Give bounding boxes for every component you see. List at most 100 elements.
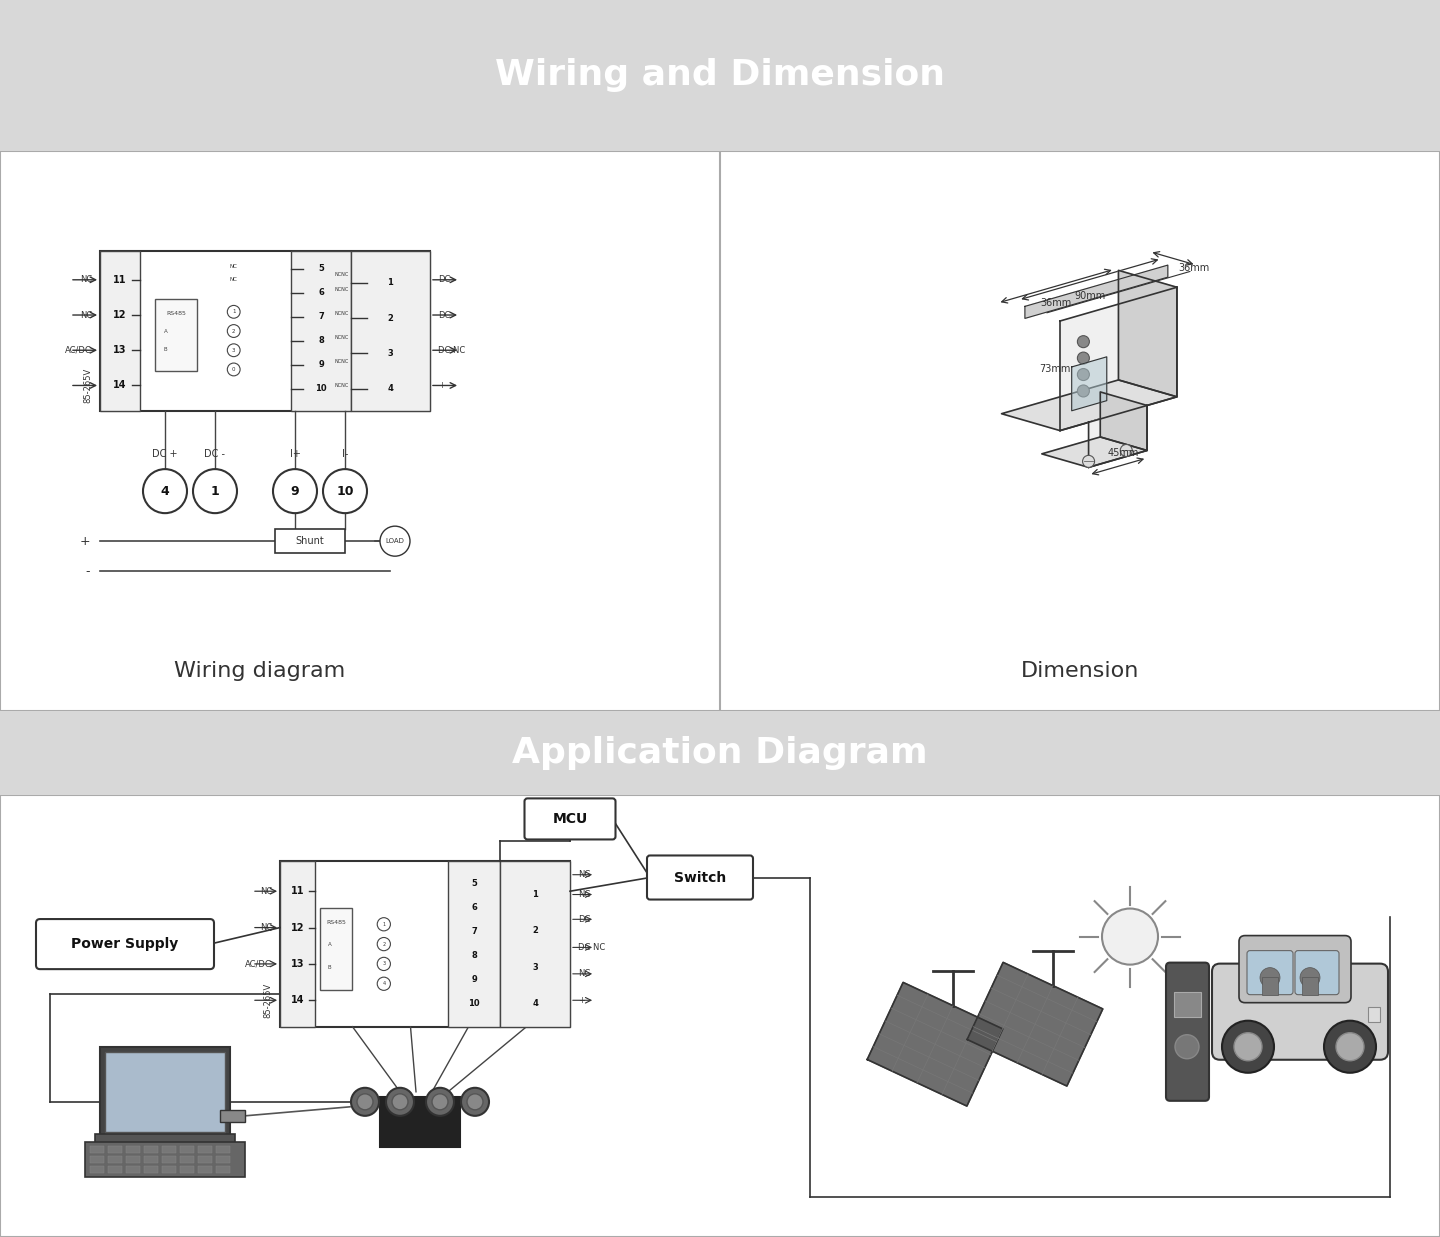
Text: Power Supply: Power Supply <box>72 938 179 951</box>
Text: 13: 13 <box>114 345 127 355</box>
Circle shape <box>323 469 367 513</box>
Circle shape <box>1234 1033 1261 1061</box>
Circle shape <box>1077 335 1090 348</box>
Circle shape <box>357 1094 373 1110</box>
Bar <box>95 1134 235 1144</box>
Text: 1: 1 <box>382 922 386 927</box>
Bar <box>99 1047 230 1137</box>
Text: 90mm: 90mm <box>1074 292 1106 302</box>
Text: NC: NC <box>230 277 238 282</box>
Circle shape <box>377 957 390 971</box>
Text: 45mm: 45mm <box>1107 449 1139 459</box>
Bar <box>216 1145 230 1153</box>
Bar <box>180 1166 194 1173</box>
Bar <box>220 1110 245 1122</box>
Bar <box>1302 977 1318 995</box>
Bar <box>161 1155 176 1163</box>
Text: 12: 12 <box>291 923 304 933</box>
Text: 3: 3 <box>382 961 386 966</box>
Bar <box>501 861 570 1027</box>
Bar <box>108 1155 122 1163</box>
FancyBboxPatch shape <box>1212 964 1388 1060</box>
FancyBboxPatch shape <box>524 798 615 840</box>
Circle shape <box>467 1094 482 1110</box>
Text: B: B <box>328 965 331 970</box>
Bar <box>161 1145 176 1153</box>
Text: A: A <box>328 943 331 948</box>
Bar <box>216 1155 230 1163</box>
Polygon shape <box>1089 406 1148 468</box>
Text: 36mm: 36mm <box>1041 298 1071 308</box>
Circle shape <box>377 977 390 991</box>
Circle shape <box>1300 967 1320 987</box>
Text: Dimension: Dimension <box>1021 662 1139 682</box>
Text: +: + <box>79 534 89 548</box>
Circle shape <box>1336 1033 1364 1061</box>
Polygon shape <box>1060 287 1176 430</box>
Text: 9: 9 <box>471 975 477 985</box>
Text: 5: 5 <box>318 263 324 273</box>
Text: +: + <box>438 381 445 390</box>
Bar <box>180 1155 194 1163</box>
Text: NC: NC <box>577 891 590 899</box>
Bar <box>89 1145 104 1153</box>
Circle shape <box>193 469 238 513</box>
Polygon shape <box>1025 265 1168 318</box>
Bar <box>1174 992 1201 1017</box>
Text: 1: 1 <box>387 278 393 287</box>
Bar <box>291 251 351 411</box>
Text: 2: 2 <box>232 329 236 334</box>
Text: Wiring and Dimension: Wiring and Dimension <box>495 58 945 93</box>
Polygon shape <box>867 982 1002 1106</box>
Text: 8: 8 <box>471 951 477 960</box>
Circle shape <box>1120 444 1132 456</box>
Text: DC: DC <box>438 276 451 285</box>
FancyBboxPatch shape <box>1247 950 1293 995</box>
Circle shape <box>426 1087 454 1116</box>
Text: 6: 6 <box>471 903 477 912</box>
Bar <box>144 1145 158 1153</box>
Text: 5: 5 <box>471 880 477 888</box>
Text: 4: 4 <box>387 385 393 393</box>
Text: NCNC: NCNC <box>334 359 348 364</box>
Circle shape <box>228 306 240 318</box>
Text: 14: 14 <box>291 996 304 1006</box>
Polygon shape <box>1100 392 1148 450</box>
Text: 73mm: 73mm <box>1038 365 1070 375</box>
Text: NCNC: NCNC <box>334 310 348 315</box>
Text: NC: NC <box>577 970 590 978</box>
Bar <box>1261 977 1279 995</box>
Circle shape <box>1102 908 1158 965</box>
Text: 14: 14 <box>114 381 127 391</box>
Circle shape <box>274 469 317 513</box>
FancyBboxPatch shape <box>36 919 215 969</box>
Text: 2: 2 <box>533 927 539 935</box>
Bar <box>99 251 431 411</box>
Text: 7: 7 <box>318 312 324 322</box>
Text: AC/DC: AC/DC <box>245 960 272 969</box>
Bar <box>161 1166 176 1173</box>
Polygon shape <box>1002 380 1176 430</box>
Bar <box>216 1166 230 1173</box>
Bar <box>99 251 140 411</box>
Text: 10: 10 <box>468 999 480 1008</box>
Circle shape <box>1323 1021 1377 1072</box>
Bar <box>199 1166 212 1173</box>
Circle shape <box>392 1094 408 1110</box>
Bar <box>127 1155 140 1163</box>
FancyBboxPatch shape <box>1295 950 1339 995</box>
Text: 8: 8 <box>318 336 324 345</box>
Circle shape <box>228 324 240 338</box>
Text: DC NC: DC NC <box>577 943 605 952</box>
Bar <box>127 1145 140 1153</box>
Text: RS485: RS485 <box>166 310 186 315</box>
Circle shape <box>1083 455 1094 468</box>
Circle shape <box>1077 353 1090 364</box>
Text: 7: 7 <box>471 928 477 936</box>
Text: Wiring diagram: Wiring diagram <box>174 662 346 682</box>
Bar <box>320 908 353 991</box>
Text: NC: NC <box>577 870 590 880</box>
Text: DC -: DC - <box>204 449 226 459</box>
FancyBboxPatch shape <box>647 856 753 899</box>
Text: NC: NC <box>259 923 272 931</box>
